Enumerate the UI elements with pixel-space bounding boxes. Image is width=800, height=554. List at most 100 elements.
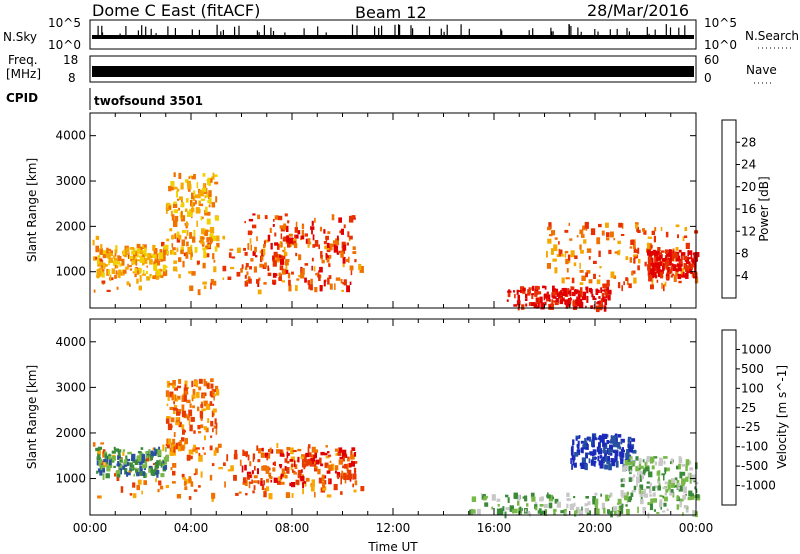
cpid-value: twofsound 3501: [94, 94, 203, 108]
power-cell: [132, 254, 136, 260]
power-cell: [565, 302, 568, 309]
power-cell: [351, 215, 356, 219]
power-cell: [681, 274, 686, 278]
power-cell: [565, 277, 570, 280]
power-region: [95, 244, 169, 282]
power-cell: [684, 235, 688, 238]
velocity-cell: [265, 466, 270, 473]
velocity-cell: [106, 455, 109, 463]
velocity-cell: [249, 481, 253, 484]
velocity-cell: [609, 492, 613, 497]
velocity-cell: [599, 463, 604, 469]
velocity-cell: [264, 488, 268, 492]
freq-frame: [89, 55, 697, 83]
power-cell: [291, 240, 297, 245]
power-cell: [106, 268, 109, 276]
velocity-cell: [182, 477, 186, 480]
power-cell: [174, 215, 179, 222]
velocity-cell: [314, 452, 317, 459]
power-cell: [279, 258, 285, 265]
velocity-cell: [625, 452, 630, 459]
velocity-cell: [599, 455, 602, 459]
freq-right-tick-top: 60: [704, 53, 719, 67]
velocity-cell: [580, 440, 585, 444]
power-cell: [250, 231, 253, 234]
power-cell: [629, 257, 632, 263]
power-cell: [301, 229, 304, 237]
velocity-cell: [211, 390, 215, 395]
power-cell: [192, 236, 196, 243]
power-cell: [204, 210, 207, 216]
power-cell: [311, 229, 313, 235]
velocity-cell: [166, 416, 171, 419]
power-cell: [267, 265, 269, 271]
power-cell: [174, 233, 177, 239]
power-cell: [144, 253, 149, 257]
velocity-cell: [137, 467, 140, 473]
velocity-cell: [636, 481, 638, 488]
velocity-cell: [314, 466, 318, 472]
nsky-left-tick-top: 10^5: [48, 16, 81, 30]
velocity-cell: [322, 486, 327, 491]
power-cell: [562, 287, 567, 295]
power-cell: [690, 263, 694, 268]
power-cell: [679, 260, 683, 264]
velocity-cell: [189, 424, 193, 432]
power-cell: [114, 249, 118, 254]
power-cell: [286, 235, 289, 243]
velocity-cell: [205, 403, 211, 410]
velocity-cell: [595, 508, 600, 516]
power-cell: [285, 225, 289, 232]
velocity-cell: [252, 456, 255, 462]
power-cell: [178, 257, 182, 263]
power-cell: [567, 254, 571, 261]
velocity-colorbar-tick-label: 25: [741, 401, 756, 415]
velocity-cell: [575, 435, 580, 440]
velocity-colorbar-tick-label: -500: [741, 459, 768, 473]
power-cell: [189, 246, 192, 250]
velocity-cell: [258, 449, 261, 454]
power-cell: [559, 291, 563, 296]
velocity-cell: [306, 460, 309, 467]
power-cell: [598, 274, 601, 277]
power-cell: [129, 283, 131, 287]
velocity-cell: [206, 383, 210, 389]
velocity-cell: [191, 394, 194, 400]
velocity-cell: [174, 405, 178, 408]
velocity-cell: [607, 448, 611, 455]
velocity-cell: [261, 484, 265, 491]
power-cell: [685, 260, 689, 265]
velocity-cell: [116, 470, 121, 477]
velocity-cell: [129, 493, 133, 496]
velocity-cell: [230, 465, 234, 472]
velocity-cell: [175, 417, 180, 420]
power-cell: [269, 227, 272, 233]
power-cell: [674, 258, 677, 262]
velocity-cell: [608, 446, 614, 453]
power-cell: [592, 295, 595, 298]
power-cell: [178, 196, 183, 201]
power-cell: [280, 233, 283, 240]
velocity-cell: [469, 509, 472, 515]
power-cell: [201, 228, 205, 235]
velocity-cell: [188, 409, 193, 417]
velocity-cell: [664, 492, 667, 496]
power-cell: [328, 275, 332, 280]
velocity-cell: [571, 464, 573, 470]
power-cell: [172, 203, 178, 208]
power-cell: [101, 269, 105, 272]
velocity-cell: [654, 461, 657, 466]
power-cell: [346, 258, 349, 262]
velocity-cell: [286, 460, 290, 464]
power-cell: [525, 303, 528, 307]
velocity-cell: [682, 494, 687, 500]
power-cell: [228, 252, 232, 258]
velocity-cell: [172, 438, 176, 445]
velocity-cell: [629, 458, 633, 462]
velocity-cell: [253, 485, 256, 490]
velocity-cell: [637, 465, 640, 468]
velocity-cell: [548, 502, 553, 509]
velocity-cell: [327, 451, 330, 454]
power-cell: [593, 260, 597, 264]
